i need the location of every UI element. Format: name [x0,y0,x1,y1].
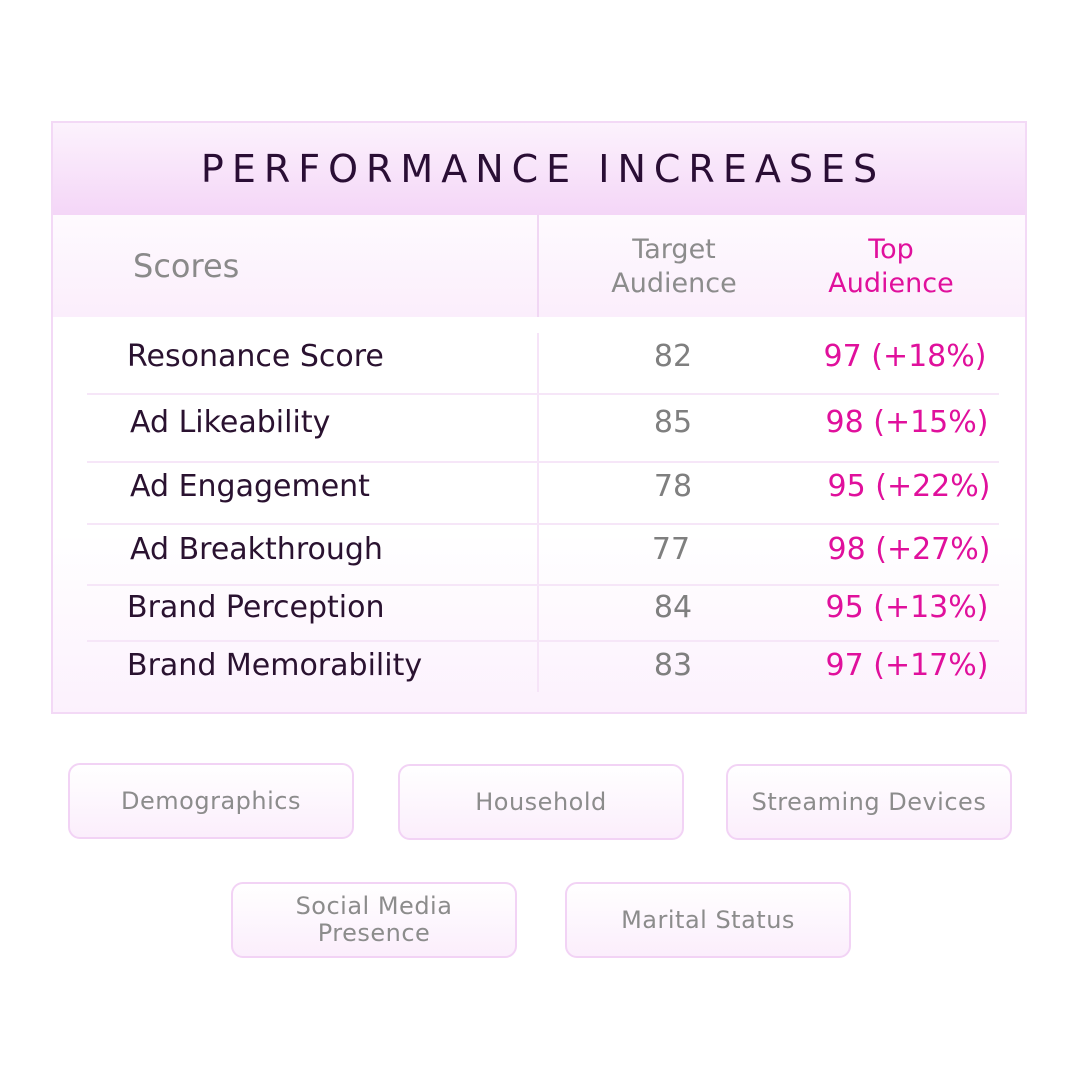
tag-social-media-presence-label: Social Media Presence [295,892,453,947]
column-divider [537,215,539,317]
tag-household[interactable]: Household [398,764,684,840]
metric-label: Resonance Score [127,339,384,374]
top-value: 95 (+13%) [825,590,989,625]
target-audience-column-header: Target Audience [574,233,774,301]
metric-label: Ad Engagement [130,469,370,504]
metric-label: Ad Breakthrough [130,532,383,567]
row-separator [87,461,999,463]
metric-label: Ad Likeability [130,405,331,440]
table-body: Resonance Score 82 97 (+18%) Ad Likeabil… [53,317,1025,712]
target-value: 78 [653,469,693,504]
row-separator [87,584,999,586]
top-audience-label: Top Audience [828,234,954,299]
metric-label: Brand Perception [127,590,385,625]
top-audience-column-header: Top Audience [791,233,991,301]
target-value: 83 [653,648,693,683]
column-divider [537,333,539,692]
tag-marital-status[interactable]: Marital Status [565,882,851,958]
target-audience-label: Target Audience [611,234,737,299]
title-bar: PERFORMANCE INCREASES [53,123,1025,217]
top-value: 97 (+17%) [825,648,989,683]
tag-streaming-devices[interactable]: Streaming Devices [726,764,1012,840]
top-value: 97 (+18%) [823,339,987,374]
page-title: PERFORMANCE INCREASES [200,147,886,191]
top-value: 95 (+22%) [827,469,991,504]
top-value: 98 (+27%) [827,532,991,567]
tag-demographics[interactable]: Demographics [68,763,354,839]
target-value: 85 [653,405,693,440]
row-separator [87,393,999,395]
target-value: 77 [651,532,691,567]
target-value: 84 [653,590,693,625]
tag-social-media-presence[interactable]: Social Media Presence [231,882,517,958]
table-header: Scores Target Audience Top Audience [53,215,1025,319]
performance-table: PERFORMANCE INCREASES Scores Target Audi… [51,121,1027,714]
top-value: 98 (+15%) [825,405,989,440]
row-separator [87,640,999,642]
metric-label: Brand Memorability [127,648,423,683]
scores-column-header: Scores [133,247,240,285]
row-separator [87,523,999,525]
target-value: 82 [653,339,693,374]
